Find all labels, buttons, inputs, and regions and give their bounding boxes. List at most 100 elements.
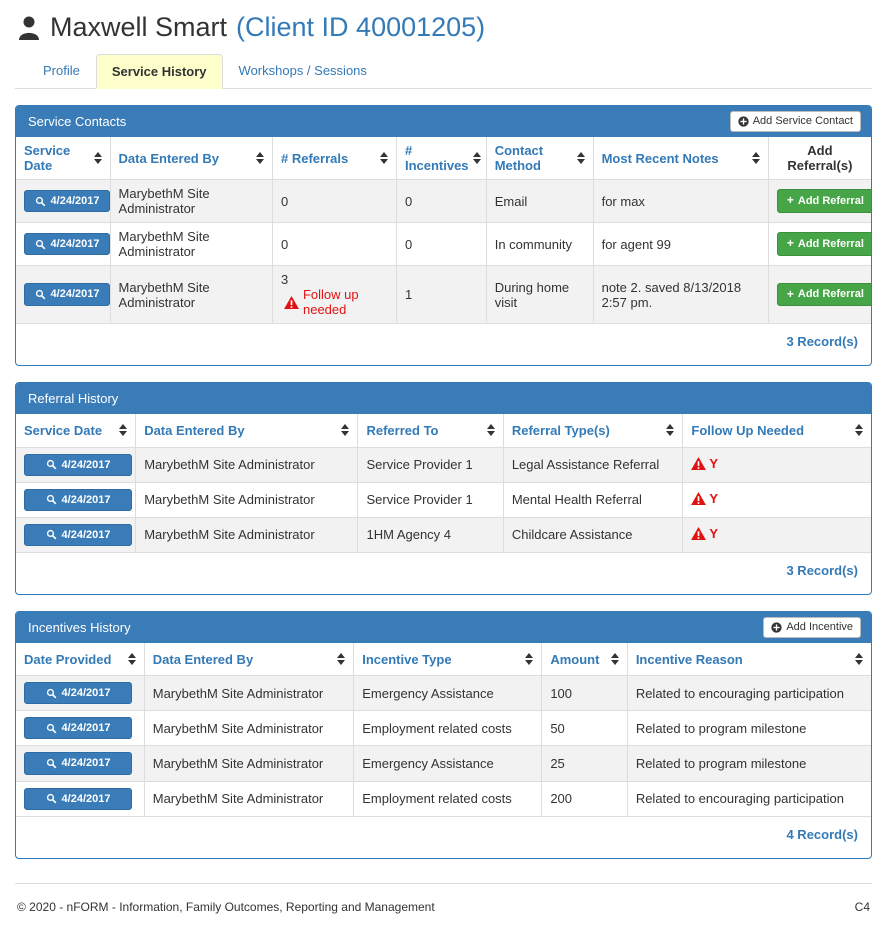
referred-to-cell: Service Provider 1: [357, 481, 504, 518]
incentives-cell: 0: [395, 179, 487, 223]
incentives-history-panel: Incentives History Add Incentive Date Pr…: [15, 610, 872, 859]
add-referral-button[interactable]: + Add Referral: [776, 282, 871, 307]
col-data-entered-by[interactable]: Data Entered By: [109, 137, 273, 180]
amount-cell: 25: [541, 745, 628, 782]
sort-icon: [855, 653, 863, 666]
search-icon: [46, 794, 56, 804]
tab-bar: Profile Service History Workshops / Sess…: [15, 53, 872, 89]
entered-by-cell: MarybethM Site Administrator: [143, 780, 355, 817]
panel-title: Service Contacts: [28, 114, 127, 129]
col-data-entered-by[interactable]: Data Entered By: [143, 642, 355, 677]
tab-service-history[interactable]: Service History: [95, 54, 223, 89]
plus-icon: +: [786, 236, 794, 251]
sort-icon: [486, 424, 495, 437]
client-name: Maxwell Smart: [50, 12, 228, 42]
view-referral-button[interactable]: 4/24/2017: [24, 523, 132, 546]
col-contact-method[interactable]: Contact Method: [485, 137, 594, 180]
add-referral-button[interactable]: + Add Referral: [776, 232, 871, 256]
record-count: 4 Record(s): [786, 826, 858, 842]
col-referrals[interactable]: # Referrals: [271, 137, 397, 180]
entered-by-cell: MarybethM Site Administrator: [143, 675, 355, 712]
table-header-row: Date Provided Data Entered By Incentive …: [16, 642, 871, 677]
tab-profile[interactable]: Profile: [43, 63, 80, 78]
entered-by-cell: MarybethM Site Administrator: [109, 222, 273, 266]
contact-method-cell: During home visit: [485, 265, 594, 324]
add-referral-button[interactable]: + Add Referral: [776, 189, 871, 213]
view-incentive-button[interactable]: 4/24/2017: [24, 717, 132, 740]
col-service-date[interactable]: Service Date: [16, 137, 111, 180]
record-count: 3 Record(s): [786, 562, 858, 578]
notes-cell: for agent 99: [592, 222, 769, 266]
entered-by-cell: MarybethM Site Administrator: [143, 745, 355, 782]
plus-circle-icon: [738, 116, 749, 127]
service-contact-row: 4/24/2017 MarybethM Site Administrator 3…: [16, 265, 871, 324]
col-add-referrals: Add Referral(s): [767, 137, 871, 180]
notes-cell: note 2. saved 8/13/2018 2:57 pm.: [592, 265, 769, 324]
col-incentives[interactable]: # Incentives: [395, 137, 487, 180]
reason-cell: Related to encouraging participation: [626, 780, 871, 817]
incentive-type-cell: Emergency Assistance: [353, 745, 543, 782]
entered-by-cell: MarybethM Site Administrator: [135, 481, 359, 518]
client-header: Maxwell Smart (Client ID 40001205): [15, 8, 872, 53]
col-follow-up-needed[interactable]: Follow Up Needed: [682, 414, 871, 448]
incentives-history-heading: Incentives History Add Incentive: [16, 611, 871, 643]
sort-icon: [525, 653, 534, 666]
client-id: (Client ID 40001205): [236, 12, 486, 42]
col-most-recent-notes[interactable]: Most Recent Notes: [592, 137, 769, 180]
add-incentive-button[interactable]: Add Incentive: [763, 616, 861, 638]
col-service-date[interactable]: Service Date: [16, 414, 137, 448]
warning-icon: [691, 492, 707, 506]
sort-icon: [341, 424, 350, 437]
sort-icon: [337, 653, 346, 666]
view-referral-button[interactable]: 4/24/2017: [24, 453, 132, 476]
col-amount[interactable]: Amount: [541, 642, 628, 677]
referred-to-cell: Service Provider 1: [357, 446, 504, 483]
follow-up-flag: Y: [691, 491, 718, 506]
view-service-contact-button[interactable]: 4/24/2017: [24, 189, 110, 213]
referral-type-cell: Childcare Assistance: [502, 516, 684, 553]
col-incentive-reason[interactable]: Incentive Reason: [626, 642, 871, 677]
search-icon: [46, 723, 56, 734]
sort-icon: [127, 653, 136, 666]
add-service-contact-button[interactable]: Add Service Contact: [729, 110, 861, 133]
reason-cell: Related to program milestone: [626, 745, 871, 782]
search-icon: [46, 459, 56, 470]
service-contact-row: 4/24/2017 MarybethM Site Administrator 0…: [16, 179, 871, 223]
view-incentive-button[interactable]: 4/24/2017: [24, 682, 132, 705]
sort-icon: [379, 152, 388, 164]
view-incentive-button[interactable]: 4/24/2017: [24, 787, 132, 810]
referred-to-cell: 1HM Agency 4: [357, 516, 504, 553]
col-incentive-type[interactable]: Incentive Type: [353, 642, 543, 677]
amount-cell: 200: [541, 780, 628, 817]
service-contacts-table: Service Date Data Entered By # Referrals…: [16, 137, 871, 324]
sort-icon: [751, 152, 760, 164]
search-icon: [35, 289, 45, 300]
referral-row: 4/24/2017 MarybethM Site Administrator S…: [16, 481, 871, 518]
col-referral-types[interactable]: Referral Type(s): [502, 414, 684, 448]
amount-cell: 100: [541, 675, 628, 712]
incentives-cell: 1: [395, 265, 487, 324]
col-date-provided[interactable]: Date Provided: [16, 642, 145, 677]
view-incentive-button[interactable]: 4/24/2017: [24, 752, 132, 775]
tab-workshops-sessions[interactable]: Workshops / Sessions: [238, 63, 367, 78]
plus-icon: +: [786, 193, 794, 208]
view-referral-button[interactable]: 4/24/2017: [24, 488, 132, 511]
sort-icon: [576, 152, 585, 164]
table-header-row: Service Date Data Entered By Referred To…: [16, 414, 871, 448]
panel-title: Incentives History: [28, 619, 131, 635]
sort-icon: [119, 424, 128, 437]
col-referred-to[interactable]: Referred To: [357, 414, 504, 448]
referral-row: 4/24/2017 MarybethM Site Administrator S…: [16, 446, 871, 483]
amount-cell: 50: [541, 710, 628, 747]
view-service-contact-button[interactable]: 4/24/2017: [24, 232, 110, 256]
entered-by-cell: MarybethM Site Administrator: [135, 516, 359, 553]
view-service-contact-button[interactable]: 4/24/2017: [24, 283, 110, 306]
referrals-cell: 3 Follow up needed: [271, 265, 397, 324]
copyright-text: © 2020 - nFORM - Information, Family Out…: [17, 899, 435, 914]
referral-row: 4/24/2017 MarybethM Site Administrator 1…: [16, 516, 871, 553]
follow-up-flag: Y: [691, 456, 718, 471]
col-data-entered-by[interactable]: Data Entered By: [135, 414, 359, 448]
referrals-cell: 0: [271, 222, 397, 266]
incentive-row: 4/24/2017 MarybethM Site Administrator E…: [16, 745, 871, 782]
referral-type-cell: Mental Health Referral: [502, 481, 684, 518]
